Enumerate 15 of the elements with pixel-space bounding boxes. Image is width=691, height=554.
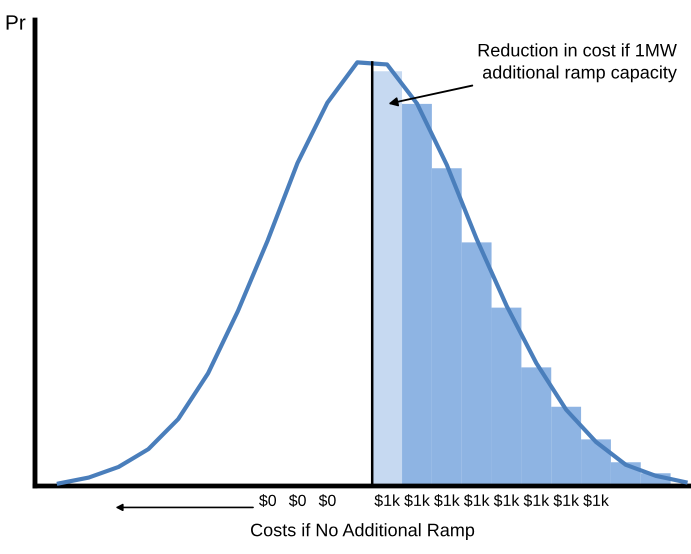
annotation: Reduction in cost if 1MW additional ramp capacity: [478, 43, 677, 82]
x-tick-label: $1k: [553, 494, 580, 508]
x-tick-label: $1k: [434, 494, 460, 508]
x-tick-label: $1k: [374, 494, 400, 508]
x-tick-label: $0: [318, 494, 336, 508]
x-tick-label: $0: [288, 494, 306, 508]
x-tick-label: $0: [259, 494, 276, 508]
x-tick-label: $1k: [583, 494, 609, 508]
x-tick-label: $1k: [494, 494, 520, 508]
y-axis-title: Pr: [6, 15, 26, 30]
x-tick-label: $1k: [524, 494, 550, 508]
x-axis-title: Costs if No Additional Ramp: [251, 523, 474, 540]
bar: [372, 71, 402, 486]
x-tick-label: $1k: [464, 494, 490, 508]
x-tick-label: $1k: [404, 494, 430, 508]
